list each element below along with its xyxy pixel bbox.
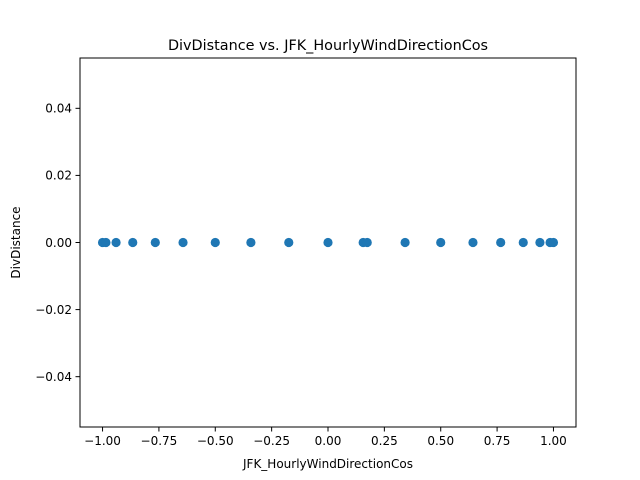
x-tick-label: −0.50 [197,434,234,448]
data-point [111,237,121,248]
data-point [518,237,528,248]
x-axis-label: JFK_HourlyWindDirectionCos [242,457,413,471]
y-tick-label: −0.04 [35,370,72,384]
data-point [128,237,138,248]
x-tick-label: 0.75 [484,434,511,448]
y-tick-label: 0.04 [45,102,72,116]
data-point [496,237,506,248]
y-axis-ticks: −0.04 −0.02 0.00 0.02 0.04 [35,102,80,384]
data-point [150,237,160,248]
data-points [97,237,559,248]
data-point [400,237,410,248]
data-point [323,237,333,248]
x-axis-ticks: −1.00 −0.75 −0.50 −0.25 0.00 0.25 0.50 0.75 1.00 [84,427,567,448]
data-point [284,237,294,248]
data-point [178,237,188,248]
y-tick-label: −0.02 [35,303,72,317]
data-point [101,237,111,248]
x-tick-label: 1.00 [540,434,567,448]
data-point [246,237,256,248]
y-axis-label: DivDistance [9,206,23,278]
data-point [210,237,220,248]
y-tick-label: 0.00 [45,236,72,250]
data-point [362,237,372,248]
data-point [535,237,545,248]
data-point [436,237,446,248]
x-tick-label: 0.50 [427,434,454,448]
x-tick-label: −0.75 [141,434,178,448]
x-tick-label: 0.00 [315,434,342,448]
x-tick-label: −1.00 [84,434,121,448]
chart-title: DivDistance vs. JFK_HourlyWindDirectionC… [168,38,488,54]
data-point [468,237,478,248]
x-tick-label: −0.25 [253,434,290,448]
x-tick-label: 0.25 [371,434,398,448]
data-point [548,237,559,248]
y-tick-label: 0.02 [45,169,72,183]
